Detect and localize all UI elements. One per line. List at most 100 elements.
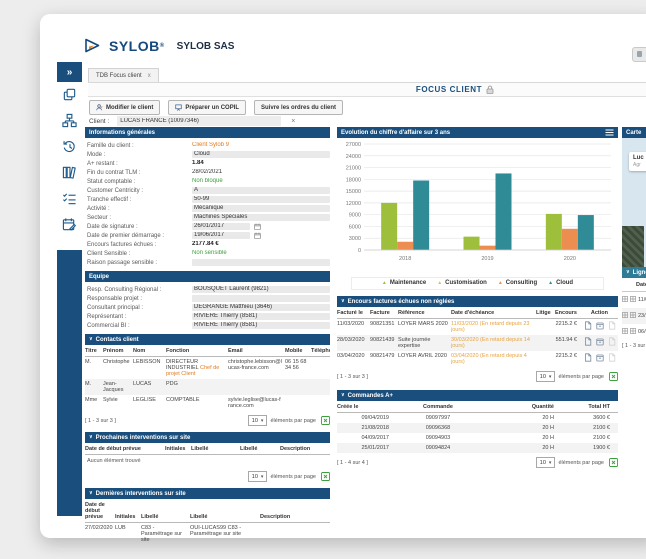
grid-icon[interactable] <box>622 328 628 336</box>
table-row[interactable]: 28/03/2020 90821439 Suite journée expert… <box>337 335 618 351</box>
field-value[interactable]: Client Sylob 9 <box>192 142 230 148</box>
per-page-select[interactable]: 10 ▾ <box>535 457 556 468</box>
legend-item[interactable]: ▲ Cloud <box>548 280 573 286</box>
panel-header-encours[interactable]: ∨ Encours factures échues non réglées <box>337 296 618 307</box>
field-value[interactable]: Machines Spéciales <box>192 214 330 221</box>
field-value[interactable]: 1.84 <box>192 160 204 166</box>
document-disabled-icon <box>608 337 616 348</box>
follow-orders-button[interactable]: Suivre les ordres du client <box>254 100 344 115</box>
contact-email: sylvie.leglise@lucas-france.com <box>228 397 281 409</box>
chart-bar[interactable] <box>413 180 430 250</box>
chart-bar[interactable] <box>495 173 512 250</box>
field-value[interactable] <box>192 295 330 302</box>
field-value[interactable]: DEGRANGE Matthieu (3646) <box>192 304 330 311</box>
chart-bar[interactable] <box>397 241 414 250</box>
panel-header-commandes[interactable]: ∨ Commandes A+ <box>337 390 618 401</box>
map[interactable]: Luc Agr <box>622 138 646 267</box>
field-value[interactable]: Mécanique <box>192 205 330 212</box>
panel-header-lignes[interactable]: ∨Lignes <box>622 267 646 278</box>
order-created: 25/01/2017 <box>361 445 389 451</box>
y-tick-label: 21000 <box>346 166 361 172</box>
chart-bar[interactable] <box>561 228 578 250</box>
table-row[interactable]: Mme Sylvie LEGLISE COMPTABLE sylvie.legl… <box>85 395 330 411</box>
field-value[interactable]: RIVIERE Thierry (8581) <box>192 322 330 329</box>
calendar-edit-icon[interactable] <box>61 216 78 233</box>
modify-client-button[interactable]: Modifier le client <box>89 100 161 115</box>
table-row[interactable]: 06/04/2 <box>622 324 646 340</box>
table-row[interactable]: 11/03/2020 90821351 LOYER MARS 2020 11/0… <box>337 319 618 335</box>
export-icon[interactable] <box>609 372 618 381</box>
field-value[interactable]: BOUSQUET Laurent (9821) <box>192 286 330 293</box>
field-value[interactable]: 28/02/2021 <box>192 169 223 175</box>
document-icon[interactable] <box>584 353 592 364</box>
lignes-rows: 11/03/2 23/10/2 06/04/2 <box>622 292 646 340</box>
library-icon[interactable] <box>61 164 78 181</box>
tab-close-icon[interactable]: x <box>147 73 151 79</box>
chart-menu-icon[interactable] <box>605 129 614 136</box>
history-icon[interactable] <box>61 138 78 155</box>
sidebar-expand-button[interactable]: » <box>57 62 82 82</box>
field-value[interactable]: 26/01/2017 <box>192 223 250 230</box>
chart-bar[interactable] <box>479 245 496 250</box>
order-total: 2100 € <box>593 435 610 441</box>
chart-bar[interactable] <box>463 236 480 250</box>
tab-tdb-focus-client[interactable]: TDB Focus client x <box>88 68 159 83</box>
panel-header-prochaines-interventions[interactable]: ∨ Prochaines interventions sur site <box>85 432 330 443</box>
table-row[interactable]: 21/08/2018 09096368 20 H 2100 € <box>337 423 618 433</box>
export-icon[interactable] <box>321 416 330 425</box>
archive-icon[interactable] <box>596 353 604 364</box>
grid-icon[interactable] <box>622 312 628 320</box>
table-row[interactable]: 09/04/2019 09097997 20 H 3600 € <box>337 413 618 423</box>
grid-icon[interactable] <box>630 296 636 304</box>
panel-header-dernieres-interventions[interactable]: ∨ Dernières interventions sur site <box>85 488 330 499</box>
table-row[interactable]: 11/03/2 <box>622 292 646 308</box>
archive-icon[interactable] <box>596 337 604 348</box>
hierarchy-icon[interactable] <box>61 112 78 129</box>
calendar-icon[interactable] <box>254 223 261 230</box>
chart-bar[interactable] <box>577 215 594 250</box>
client-input[interactable] <box>117 116 282 126</box>
legend-item[interactable]: ▲ Customisation <box>437 280 487 286</box>
calendar-icon[interactable] <box>254 232 261 239</box>
clear-client-icon[interactable]: × <box>291 117 296 125</box>
field-value[interactable]: Non bloqué <box>192 178 223 184</box>
table-row[interactable]: 03/04/2020 90821479 LOYER AVRIL 2020 03/… <box>337 351 618 367</box>
field-value[interactable]: 2177.84 € <box>192 241 219 247</box>
prepare-copil-label: Préparer un COPIL <box>185 104 240 111</box>
field-value[interactable]: A <box>192 187 330 194</box>
top-right-button[interactable] <box>632 47 646 62</box>
invoice-amount: 2215.2 € <box>555 321 577 327</box>
field-value[interactable]: 19/06/2017 <box>192 232 250 239</box>
field-value[interactable]: Cloud <box>192 151 330 158</box>
legend-item[interactable]: ▲ Maintenance <box>382 280 426 286</box>
chart-bar[interactable] <box>545 213 562 250</box>
field-value[interactable]: Non sensible <box>192 250 227 256</box>
legend-item[interactable]: ▲ Consulting <box>498 280 537 286</box>
document-icon[interactable] <box>584 337 592 348</box>
export-icon[interactable] <box>609 458 618 467</box>
chart-bar[interactable] <box>381 202 398 250</box>
prepare-copil-button[interactable]: Préparer un COPIL <box>168 100 247 115</box>
table-row[interactable]: M. Christophe LEBISSON DIRECTEUR INDUSTR… <box>85 357 330 379</box>
per-page-select[interactable]: 10 ▾ <box>247 471 268 482</box>
table-row[interactable]: 27/02/2020 LUB C83 - Paramétrage sur sit… <box>85 523 330 545</box>
grid-icon[interactable] <box>630 328 636 336</box>
field-row: Date de premier démarrage : 19/06/2017 <box>85 231 330 240</box>
documents-icon[interactable] <box>61 86 78 103</box>
per-page-select[interactable]: 10 ▾ <box>535 371 556 382</box>
export-icon[interactable] <box>321 472 330 481</box>
table-row[interactable]: M. Jean-Jacques LUCAS PDG <box>85 379 330 395</box>
document-icon[interactable] <box>584 321 592 332</box>
grid-icon[interactable] <box>622 296 628 304</box>
field-value[interactable]: RIVIERE Thierry (8581) <box>192 313 330 320</box>
table-row[interactable]: 04/09/2017 09094903 20 H 2100 € <box>337 433 618 443</box>
checklist-icon[interactable] <box>61 190 78 207</box>
field-value[interactable]: 50-99 <box>192 196 330 203</box>
per-page-select[interactable]: 10 ▾ <box>247 415 268 426</box>
table-row[interactable]: 25/01/2017 09094824 20 H 1900 € <box>337 443 618 453</box>
table-row[interactable]: 23/10/2 <box>622 308 646 324</box>
archive-icon[interactable] <box>596 321 604 332</box>
grid-icon[interactable] <box>630 312 636 320</box>
field-value[interactable] <box>192 259 330 266</box>
panel-header-contacts[interactable]: ∨ Contacts client <box>85 334 330 345</box>
